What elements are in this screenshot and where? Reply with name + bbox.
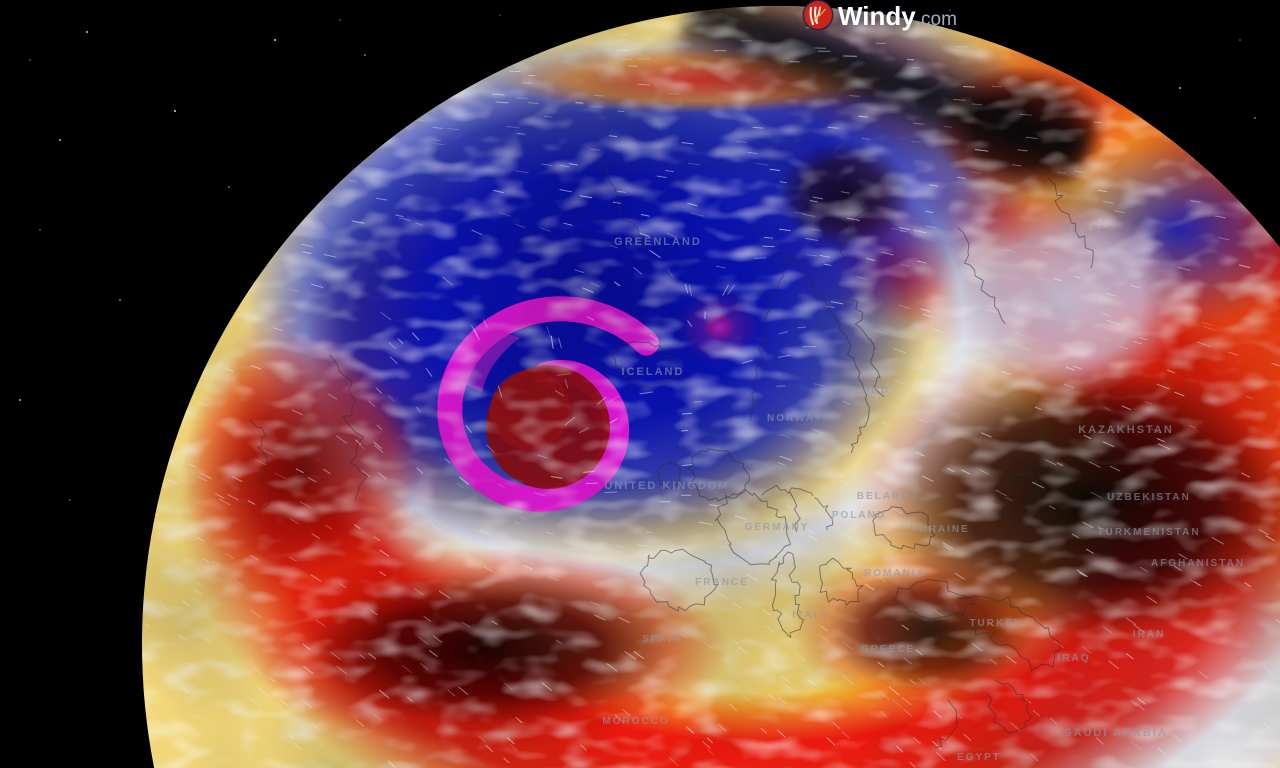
svg-text:POLAND: POLAND <box>832 510 886 521</box>
svg-text:ROMANIA: ROMANIA <box>864 568 926 579</box>
svg-text:ICELAND: ICELAND <box>622 366 685 378</box>
svg-text:KAZAKHSTAN: KAZAKHSTAN <box>1078 424 1174 436</box>
svg-text:UKRAINE: UKRAINE <box>910 524 970 535</box>
svg-text:IRAQ: IRAQ <box>1058 653 1091 664</box>
svg-text:SPAIN: SPAIN <box>642 634 682 645</box>
svg-text:EGYPT: EGYPT <box>957 752 1001 763</box>
svg-text:IRAN: IRAN <box>1133 629 1165 640</box>
svg-text:FRANCE: FRANCE <box>695 577 749 588</box>
svg-text:UNITED KINGDOM: UNITED KINGDOM <box>604 480 729 492</box>
svg-text:NORWAY: NORWAY <box>767 413 823 424</box>
svg-text:SAUDI ARABIA: SAUDI ARABIA <box>1064 727 1168 739</box>
svg-text:BELARUS: BELARUS <box>857 491 919 502</box>
svg-text:UZBEKISTAN: UZBEKISTAN <box>1107 492 1191 503</box>
svg-text:TURKEY: TURKEY <box>969 618 1022 629</box>
svg-text:ITALY: ITALY <box>792 610 829 621</box>
svg-text:MOROCCO: MOROCCO <box>602 716 669 727</box>
svg-text:GREENLAND: GREENLAND <box>614 236 702 248</box>
svg-text:TURKMENISTAN: TURKMENISTAN <box>1097 527 1200 538</box>
svg-text:FINLAND: FINLAND <box>832 385 890 396</box>
svg-text:AFGHANISTAN: AFGHANISTAN <box>1151 558 1245 569</box>
svg-text:GERMANY: GERMANY <box>744 522 809 533</box>
svg-text:RUSSIA: RUSSIA <box>1062 224 1116 236</box>
svg-text:GREECE: GREECE <box>861 644 915 655</box>
